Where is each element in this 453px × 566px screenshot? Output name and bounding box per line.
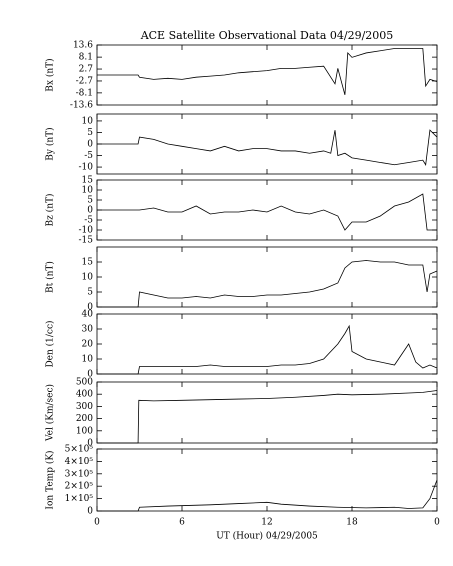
y-tick-label: -15 [79,236,94,246]
y-tick-label: 5 [87,196,93,206]
y-tick-label: -13.6 [70,101,93,111]
y-axis-label: Vel (Km/sec) [45,384,56,442]
y-tick-label: 400 [76,390,93,400]
y-tick-label: -10 [79,163,94,173]
x-axis-label: UT (Hour) 04/29/2005 [216,531,318,542]
y-tick-label: -2.7 [76,76,94,86]
y-axis-label: By (nT) [45,127,56,160]
data-line [97,479,438,512]
y-tick-label: 0 [87,439,93,449]
data-line [97,390,438,444]
y-axis-label: Bz (nT) [45,193,56,226]
panel-frame [96,448,438,512]
x-tick-label: 18 [346,518,358,528]
y-tick-label: 500 [76,378,93,388]
x-tick-label: 6 [179,518,185,528]
y-tick-label: -10 [79,226,94,236]
panel-frame [96,381,438,444]
y-tick-label: 5 [87,288,93,298]
y-tick-label: -5 [84,216,93,226]
y-tick-label: 30 [82,325,94,335]
y-tick-label: -5 [84,151,93,161]
y-tick-label: 2×10⁵ [65,482,94,492]
panel-frame [96,113,438,175]
y-tick-label: 40 [82,310,94,320]
y-tick-label: 100 [76,426,93,436]
y-tick-label: 1×10⁵ [65,494,94,504]
y-axis-label: Ion Temp (K) [45,450,56,509]
y-tick-label: 4×10⁵ [65,457,94,467]
panel-frame [96,179,438,241]
y-axis-label: Den (1/cc) [45,320,56,367]
panel-frame [96,44,438,106]
data-line [97,324,438,375]
y-tick-label: 20 [82,340,94,350]
y-tick-label: 8.1 [79,53,93,63]
data-line [97,129,438,166]
x-tick-label: 0 [434,518,440,528]
y-tick-label: 0 [87,206,93,216]
chart-title: ACE Satellite Observational Data 04/29/2… [140,29,394,42]
data-line [97,48,438,95]
y-tick-label: 10 [82,273,94,283]
y-tick-label: 5×10⁵ [65,445,94,455]
y-tick-label: 0 [87,140,93,150]
y-axis-label: Bx (nT) [45,58,56,91]
x-tick-label: 0 [94,518,100,528]
data-line [97,260,438,308]
y-tick-label: 2.7 [79,65,94,75]
y-tick-label: 0 [87,507,93,517]
y-tick-label: 10 [82,116,94,126]
panel-frame [96,246,438,308]
y-tick-label: 200 [76,414,93,424]
y-tick-label: 10 [82,186,94,196]
y-tick-label: 15 [82,258,94,268]
y-tick-label: 15 [82,176,94,186]
y-tick-label: 0 [87,370,93,380]
y-tick-label: 0 [87,303,93,313]
y-tick-label: 5 [87,128,93,138]
y-axis-label: Bt (nT) [45,261,56,293]
data-line [97,193,437,231]
y-tick-label: -8.1 [76,88,93,98]
x-tick-label: 12 [261,518,272,528]
y-tick-label: 3×10⁵ [65,469,94,479]
y-tick-label: 300 [76,402,93,412]
y-tick-label: 10 [82,355,94,365]
y-tick-label: 13.6 [73,41,93,51]
panel-frame [96,313,438,375]
